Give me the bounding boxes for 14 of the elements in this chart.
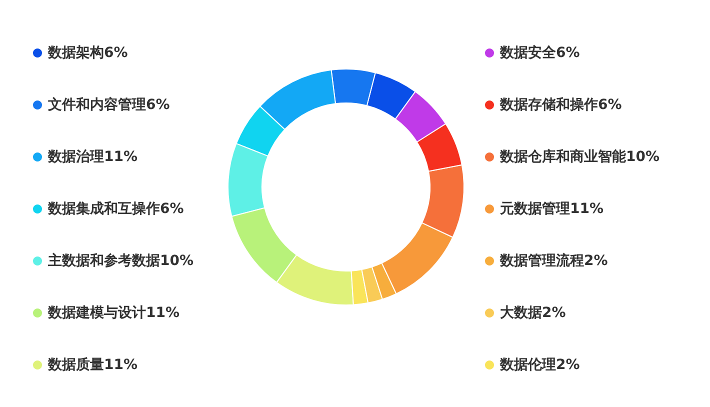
legend-label: 数据伦理2% <box>499 357 580 373</box>
legend-label: 主数据和参考数据10% <box>47 252 194 269</box>
legend-label: 数据建模与设计11% <box>47 305 180 321</box>
legend-label: 元数据管理11% <box>499 201 604 217</box>
legend-label: 文件和内容管理6% <box>47 96 170 113</box>
legend-label: 大数据2% <box>500 305 566 321</box>
legend-label: 数据集成和互操作6% <box>47 201 184 217</box>
legend-label: 数据安全6% <box>499 44 580 61</box>
legend-label: 数据管理流程2% <box>499 252 608 269</box>
legend-label: 数据架构6% <box>47 45 128 61</box>
legend-label: 数据治理11% <box>47 149 138 165</box>
legend-label: 数据质量11% <box>47 356 138 373</box>
legend-label: 数据存储和操作6% <box>499 97 622 113</box>
legend-label: 数据仓库和商业智能10% <box>499 148 660 165</box>
